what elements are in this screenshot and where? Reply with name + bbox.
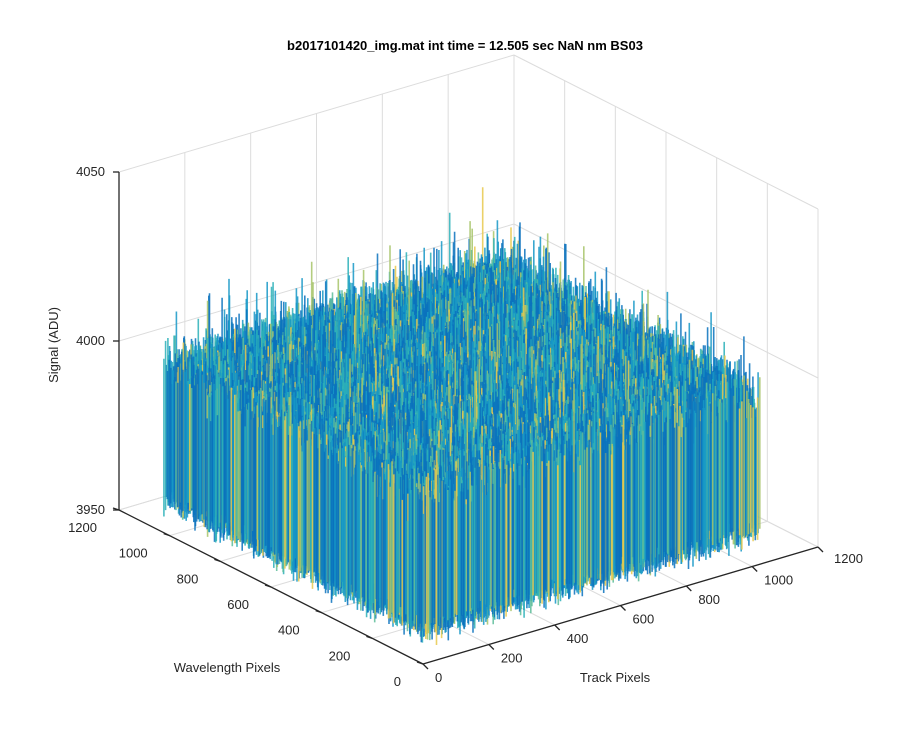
surface-plot-figure: 0200400600800100012000200400600800100012… — [0, 0, 900, 750]
